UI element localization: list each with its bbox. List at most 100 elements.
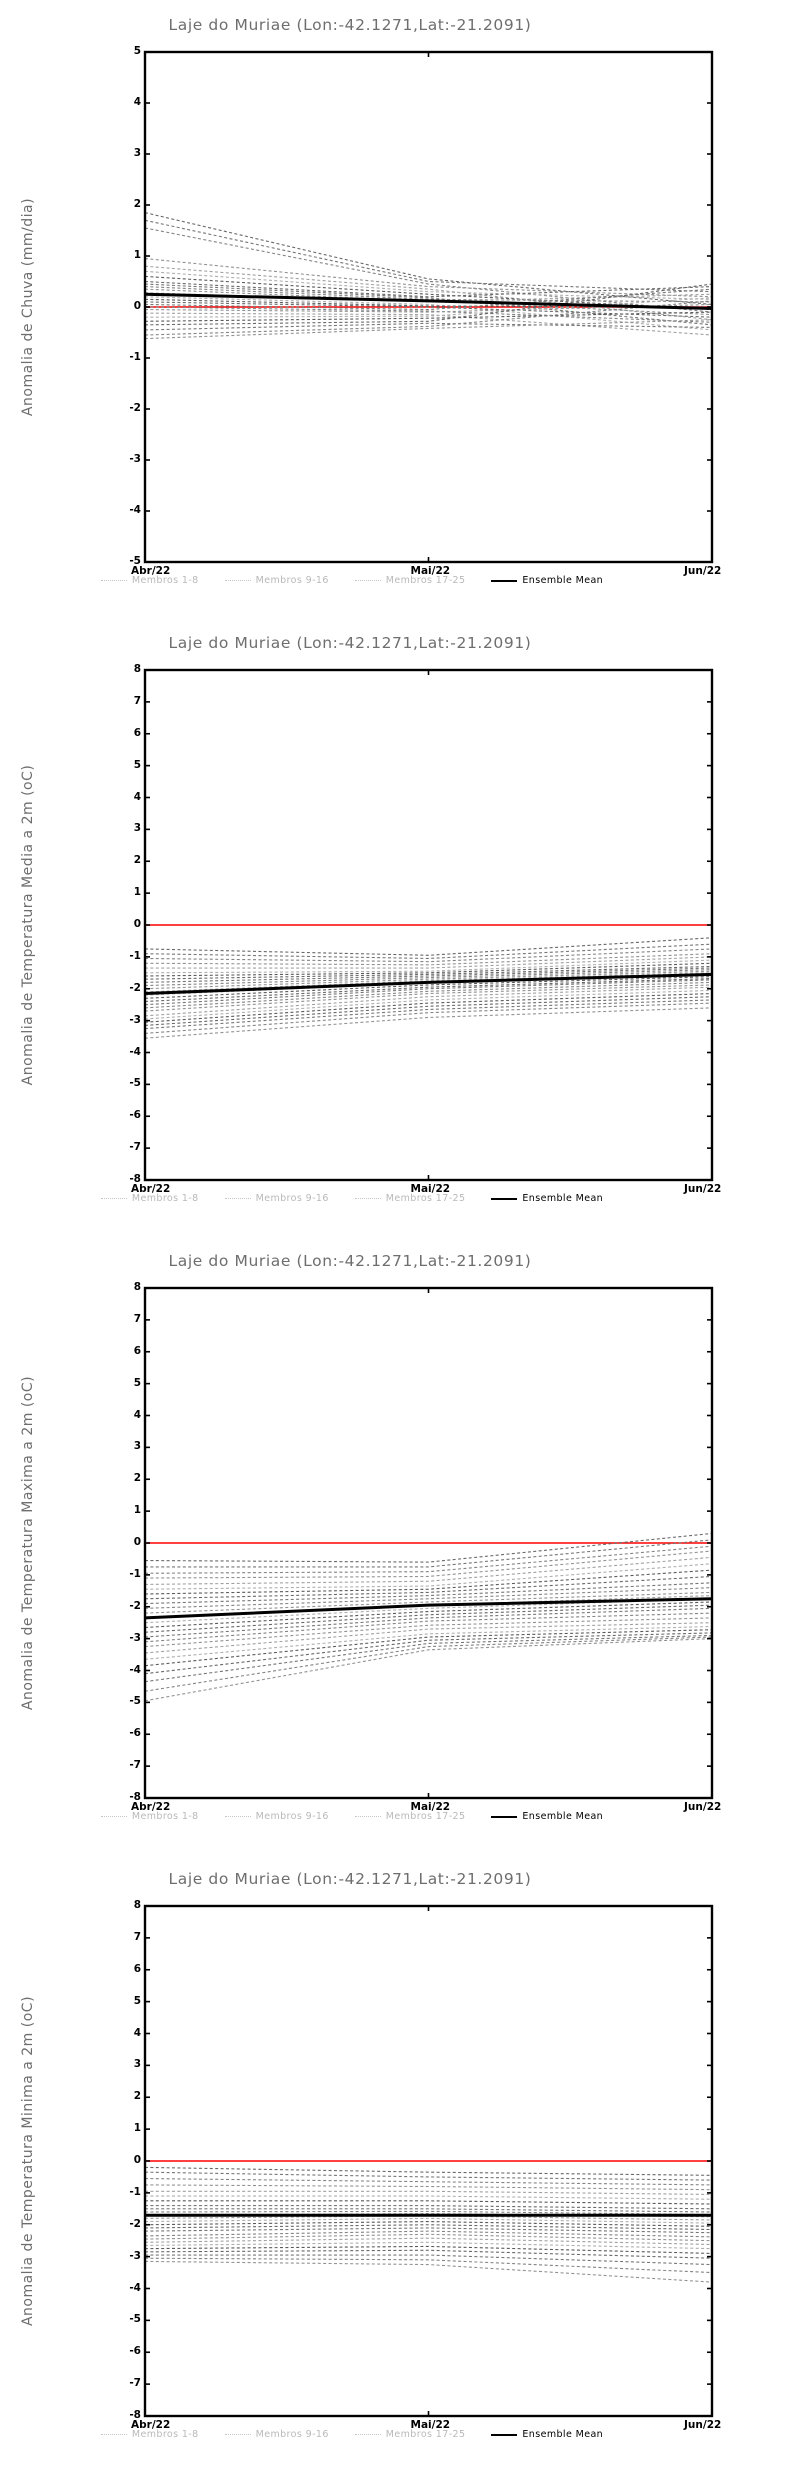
- legend-swatch-icon: [491, 579, 518, 582]
- member-series-line: [144, 962, 713, 977]
- member-series-line: [144, 1604, 713, 1633]
- member-series-line: [144, 2224, 713, 2231]
- y-tick-label: 1: [133, 249, 141, 261]
- y-tick-label: 6: [133, 726, 141, 739]
- member-series-line: [144, 969, 713, 987]
- member-series-line: [144, 286, 713, 303]
- legend-swatch-icon: [354, 1816, 381, 1817]
- chart-title: Laje do Muriae (Lon:-42.1271,Lat:-21.209…: [168, 16, 532, 34]
- member-series-line: [144, 2217, 713, 2224]
- member-series-line: [144, 943, 713, 960]
- y-tick-label: -8: [129, 1173, 141, 1185]
- member-series-line: [144, 1532, 713, 1563]
- x-tick-label: Abr/22: [131, 2419, 171, 2431]
- plot-area: [0, 1236, 800, 1854]
- member-series-line: [144, 2230, 713, 2238]
- chart-title: Laje do Muriae (Lon:-42.1271,Lat:-21.209…: [168, 1870, 532, 1888]
- y-tick-label: 8: [133, 1281, 141, 1293]
- legend-item[interactable]: Membros 1-8: [100, 1193, 199, 1204]
- member-series-line: [144, 219, 713, 293]
- member-series-line: [144, 937, 713, 956]
- legend-item[interactable]: Ensemble Mean: [491, 1811, 603, 1822]
- member-series-line: [144, 2221, 713, 2227]
- legend-item[interactable]: Membros 17-25: [354, 1193, 466, 1204]
- legend-swatch-icon: [354, 2434, 381, 2435]
- y-tick-label: 3: [133, 147, 141, 159]
- legend-label: Membros 1-8: [131, 1193, 199, 1204]
- legend-item[interactable]: Membros 9-16: [224, 1811, 329, 1822]
- legend-label: Membros 9-16: [255, 575, 329, 586]
- member-series-line: [144, 2233, 713, 2242]
- chart-panel-tmin-anomaly: Laje do Muriae (Lon:-42.1271,Lat:-21.209…: [0, 1854, 800, 2472]
- legend-swatch-icon: [491, 1815, 518, 1818]
- member-series-line: [144, 1569, 713, 1595]
- legend-item[interactable]: Ensemble Mean: [491, 575, 603, 586]
- legend-item[interactable]: Ensemble Mean: [491, 2429, 603, 2440]
- legend-item[interactable]: Membros 9-16: [224, 1193, 329, 1204]
- legend-label: Membros 1-8: [131, 1811, 199, 1822]
- member-series-line: [144, 1563, 713, 1590]
- legend-label: Ensemble Mean: [522, 2429, 604, 2440]
- member-series-line: [144, 1007, 713, 1039]
- member-series-line: [144, 2227, 713, 2234]
- legend-swatch-icon: [354, 1198, 381, 1199]
- member-series-line: [144, 979, 713, 1006]
- legend-item[interactable]: Membros 9-16: [224, 575, 329, 586]
- y-tick-label: 3: [133, 2058, 141, 2071]
- y-tick-label: 2: [133, 854, 141, 867]
- y-tick-label: 4: [133, 2026, 141, 2039]
- y-tick-label: 3: [133, 822, 141, 835]
- y-tick-label: -1: [129, 351, 141, 363]
- chart-title: Laje do Muriae (Lon:-42.1271,Lat:-21.209…: [168, 634, 532, 652]
- y-tick-label: 0: [133, 1536, 141, 1548]
- y-tick-label: -2: [129, 402, 141, 414]
- legend-item[interactable]: Ensemble Mean: [491, 1193, 603, 1204]
- member-series-line: [144, 965, 713, 980]
- y-tick-label: -8: [129, 1791, 141, 1803]
- legend-item[interactable]: Membros 17-25: [354, 575, 466, 586]
- legend-item[interactable]: Membros 17-25: [354, 1811, 466, 1822]
- y-tick-label: -3: [129, 453, 141, 465]
- member-series-line: [144, 322, 713, 331]
- y-tick-label: -1: [129, 949, 141, 962]
- y-tick-label: -1: [129, 1567, 141, 1580]
- legend-item[interactable]: Membros 1-8: [100, 2429, 199, 2440]
- legend-swatch-icon: [100, 580, 127, 581]
- x-tick-label: Jun/22: [684, 2419, 722, 2431]
- member-series-line: [144, 2241, 713, 2250]
- chart-legend: Membros 1-8 Membros 9-16 Membros 17-25 Ense…: [0, 575, 800, 586]
- member-series-line: [144, 1582, 713, 1605]
- legend-swatch-icon: [100, 1816, 127, 1817]
- x-tick-label: Jun/22: [684, 1801, 722, 1813]
- legend-item[interactable]: Membros 1-8: [100, 575, 199, 586]
- y-tick-label: 1: [133, 886, 141, 899]
- member-series-line: [144, 280, 713, 298]
- chart-legend: Membros 1-8 Membros 9-16 Membros 17-25 Ense…: [0, 2429, 800, 2440]
- legend-item[interactable]: Membros 9-16: [224, 2429, 329, 2440]
- y-tick-label: -2: [129, 1599, 141, 1612]
- x-tick-label: Mai/22: [410, 2419, 451, 2431]
- member-series-line: [144, 275, 713, 311]
- member-series-line: [145, 956, 713, 969]
- legend-label: Membros 17-25: [385, 1811, 466, 1822]
- legend-swatch-icon: [224, 1198, 251, 1199]
- member-series-line: [145, 2208, 713, 2213]
- chart-panel-tmean-anomaly: Laje do Muriae (Lon:-42.1271,Lat:-21.209…: [0, 618, 800, 1236]
- y-tick-label: 2: [133, 2090, 141, 2103]
- legend-swatch-icon: [224, 580, 251, 581]
- y-tick-label: 4: [133, 790, 141, 803]
- member-series-line: [144, 2210, 713, 2216]
- legend-swatch-icon: [491, 2433, 518, 2436]
- legend-item[interactable]: Membros 1-8: [100, 1811, 199, 1822]
- y-tick-label: -4: [129, 2281, 141, 2294]
- member-series-line: [144, 212, 713, 305]
- legend-item[interactable]: Membros 17-25: [354, 2429, 466, 2440]
- y-tick-label: -2: [129, 981, 141, 994]
- legend-label: Membros 9-16: [255, 2429, 329, 2440]
- y-tick-label: -6: [129, 1727, 141, 1740]
- member-series-line: [144, 288, 713, 311]
- x-tick-label: Jun/22: [684, 565, 722, 577]
- y-tick-label: -3: [129, 1013, 141, 1026]
- chart-panel-tmax-anomaly: Laje do Muriae (Lon:-42.1271,Lat:-21.209…: [0, 1236, 800, 1854]
- member-series-line: [144, 992, 713, 1023]
